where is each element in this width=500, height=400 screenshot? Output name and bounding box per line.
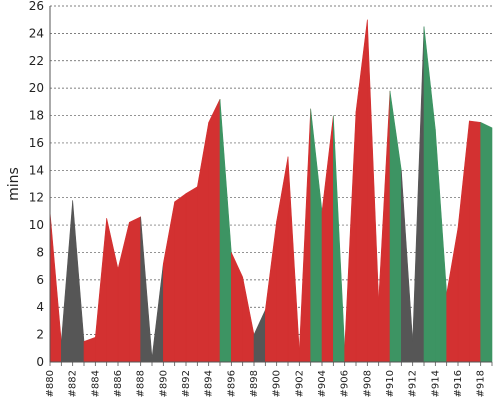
x-tick-label: #892 [181,370,192,397]
y-tick-label: 0 [36,355,44,369]
area-segment-887 [129,216,141,363]
x-tick-label: #886 [113,370,124,397]
x-tick-label: #900 [272,370,283,397]
area-segment-888 [140,216,153,363]
area-segment-880 [49,211,62,363]
x-tick-label: #880 [45,370,56,397]
area-segment-900 [276,156,289,363]
area-segment-895 [219,99,232,363]
area-segment-912 [412,26,425,363]
y-axis-label: mins [6,167,22,201]
area-segment-914 [435,129,447,363]
area-segment-899 [265,220,277,363]
area-segment-905 [333,115,345,363]
y-tick-label: 22 [29,54,44,68]
area-segment-898 [253,309,266,363]
x-tick-label: #918 [476,370,487,397]
x-tick-label: #890 [158,370,169,397]
area-segment-889 [151,263,164,363]
area-segment-910 [389,90,402,363]
area-segment-896 [231,252,243,363]
area-segment-891 [174,192,187,363]
area-segment-885 [106,218,119,363]
y-tick-label: 4 [36,300,44,314]
y-tick-label: 20 [29,81,44,95]
y-tick-label: 18 [29,109,44,123]
series-area [49,19,493,363]
area-segment-913 [423,26,436,363]
area-segment-916 [457,120,470,363]
area-segment-917 [469,120,481,363]
area-segment-881 [61,200,73,363]
x-tick-label: #904 [317,370,328,397]
x-tick-label: #914 [430,370,441,397]
area-segment-911 [401,170,413,363]
y-tick-label: 2 [36,328,44,342]
area-segment-884 [95,218,107,363]
x-tick-label: #906 [340,370,351,397]
x-tick-label: #912 [408,370,419,397]
x-tick-label: #898 [249,370,260,397]
y-tick-label: 16 [29,136,44,150]
area-segment-908 [367,19,379,363]
area-segment-918 [480,121,493,363]
area-segment-893 [197,122,209,363]
y-tick-label: 12 [29,191,44,205]
y-tick-label: 26 [29,0,44,13]
x-tick-label: #884 [90,370,101,397]
y-tick-label: 14 [29,163,44,177]
area-segment-906 [344,111,357,363]
area-segment-892 [185,186,198,363]
x-tick-label: #902 [294,370,305,397]
area-segment-901 [287,156,300,363]
x-tick-label: #916 [453,370,464,397]
y-tick-label: 10 [29,218,44,232]
y-tick-label: 24 [29,26,44,40]
x-tick-label: #882 [68,370,79,397]
y-tick-label: 8 [36,245,44,259]
x-tick-label: #896 [226,370,237,397]
area-segment-915 [446,227,459,363]
area-segment-904 [321,115,334,363]
area-segment-897 [242,277,255,363]
x-tick-label: #908 [362,370,373,397]
y-tick-label: 6 [36,273,44,287]
area-segment-886 [117,222,130,363]
x-tick-label: #888 [136,370,147,397]
area-segment-894 [208,98,221,363]
area-segment-907 [355,19,368,363]
area-segment-902 [299,108,311,363]
area-segment-882 [72,200,85,363]
x-tick-label: #910 [385,370,396,397]
x-tick-label: #894 [204,370,215,397]
area-segment-909 [378,90,391,363]
area-segment-883 [83,336,96,363]
area-segment-903 [310,108,323,363]
x-tick-labels: #880 #882 #884 #886 #888 #890 #892 #894 #896 #898… [45,362,493,397]
axes [49,6,492,363]
area-segment-890 [163,201,175,363]
